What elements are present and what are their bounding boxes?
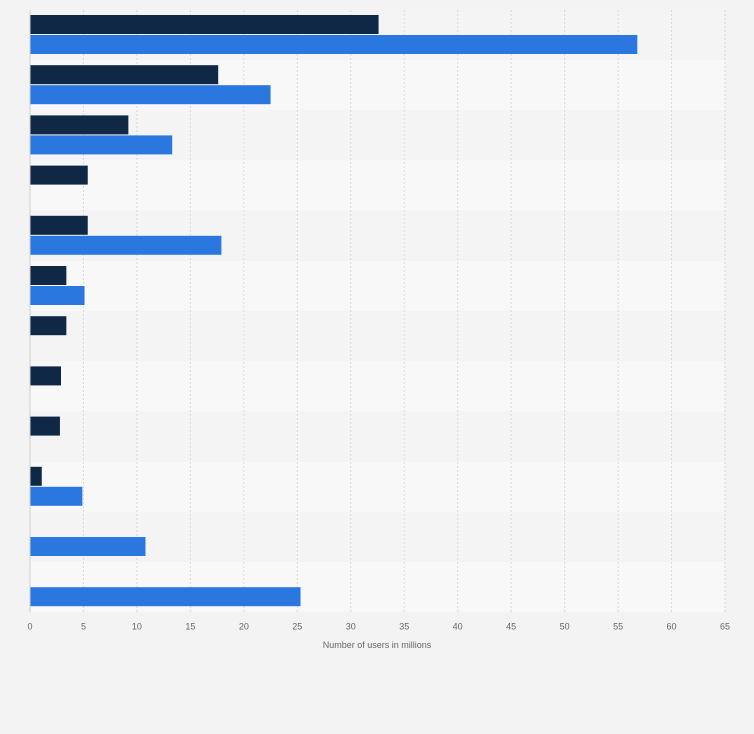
bar (30, 85, 271, 105)
x-tick-label: 35 (399, 621, 409, 631)
x-tick-label: 45 (506, 621, 516, 631)
row-band (30, 411, 725, 462)
x-tick-label: 65 (720, 621, 730, 631)
row-band (30, 261, 725, 312)
x-axis-label: Number of users in millions (323, 640, 432, 650)
bar (30, 115, 129, 135)
x-tick-label: 60 (667, 621, 677, 631)
row-band (30, 512, 725, 563)
bar (30, 587, 301, 607)
bar (30, 15, 379, 34)
x-tick-label: 25 (292, 621, 302, 631)
bar (30, 215, 88, 235)
row-band (30, 461, 725, 512)
gridlines (82, 10, 726, 613)
row-band (30, 160, 725, 211)
x-tick-label: 0 (27, 621, 32, 631)
x-tick-label: 20 (239, 621, 249, 631)
x-tick-label: 30 (346, 621, 356, 631)
bar (30, 165, 88, 185)
bar (30, 537, 146, 556)
bar (30, 135, 173, 155)
bar (30, 235, 222, 255)
row-band (30, 311, 725, 362)
bar (30, 466, 42, 486)
bars (30, 15, 638, 607)
bar (30, 416, 60, 436)
bar (30, 316, 67, 336)
bar (30, 366, 62, 386)
row-band (30, 361, 725, 412)
x-tick-label: 15 (185, 621, 195, 631)
x-tick-label: 5 (81, 621, 86, 631)
bar (30, 286, 85, 305)
x-tick-label: 10 (132, 621, 142, 631)
x-tick-label: 40 (453, 621, 463, 631)
bar (30, 65, 219, 85)
bar (30, 266, 67, 285)
x-tick-label: 50 (560, 621, 570, 631)
bar (30, 486, 83, 506)
bar (30, 35, 638, 54)
x-tick-label: 55 (613, 621, 623, 631)
x-tick-labels: 0 5 10 15 20 25 30 35 40 45 50 55 60 65 (27, 621, 730, 631)
